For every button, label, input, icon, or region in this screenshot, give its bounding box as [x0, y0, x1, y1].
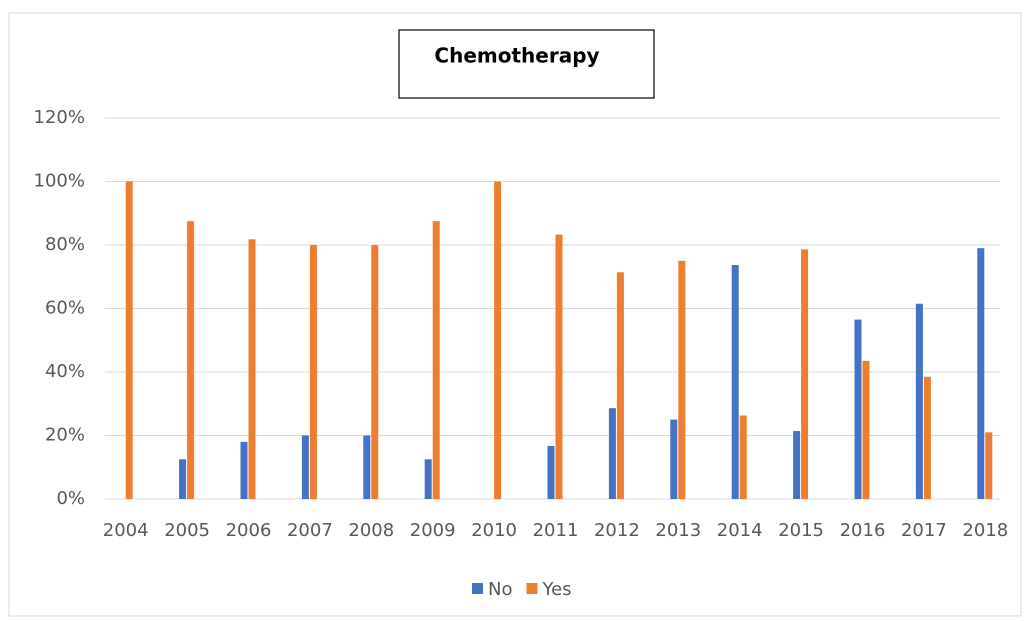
- bar: [301, 435, 309, 499]
- x-tick-label: 2013: [655, 520, 701, 541]
- bar: [187, 221, 195, 499]
- y-tick-label: 120%: [34, 107, 85, 128]
- bar: [309, 245, 317, 499]
- bar: [616, 272, 624, 499]
- x-tick-label: 2004: [103, 520, 149, 541]
- bar: [793, 431, 801, 499]
- x-tick-label: 2008: [348, 520, 394, 541]
- bar: [432, 221, 440, 499]
- bar: [494, 181, 502, 499]
- y-tick-label: 20%: [45, 425, 85, 446]
- bar: [862, 360, 870, 499]
- bar: [977, 248, 985, 499]
- y-tick-label: 80%: [45, 234, 85, 255]
- bar: [371, 245, 379, 499]
- legend-label: Yes: [541, 579, 571, 600]
- x-tick-label: 2010: [471, 520, 517, 541]
- x-tick-label: 2016: [840, 520, 886, 541]
- bar: [424, 459, 432, 499]
- bar: [555, 234, 563, 499]
- bar: [739, 415, 747, 499]
- bar: [608, 408, 616, 499]
- bar: [801, 249, 809, 499]
- y-tick-label: 60%: [45, 298, 85, 319]
- x-tick-label: 2017: [901, 520, 947, 541]
- x-tick-label: 2015: [778, 520, 824, 541]
- bar: [125, 181, 133, 499]
- bar: [179, 459, 187, 499]
- y-tick-label: 100%: [34, 171, 85, 192]
- x-tick-label: 2012: [594, 520, 640, 541]
- bar: [670, 419, 678, 499]
- legend-label: No: [488, 579, 512, 600]
- title-box: [398, 29, 655, 99]
- bar: [363, 435, 371, 499]
- x-tick-label: 2018: [962, 520, 1008, 541]
- x-tick-label: 2005: [164, 520, 210, 541]
- bar: [547, 445, 555, 499]
- legend-swatch: [472, 583, 483, 594]
- chart-border: [8, 12, 1022, 617]
- legend-swatch: [526, 583, 538, 594]
- x-tick-label: 2006: [226, 520, 272, 541]
- bar: [854, 319, 862, 499]
- chart-title: Chemotherapy: [434, 44, 599, 68]
- bar: [985, 432, 993, 499]
- bar: [248, 239, 256, 499]
- bar: [678, 260, 686, 499]
- x-tick-label: 2014: [717, 520, 763, 541]
- y-tick-label: 40%: [45, 361, 85, 382]
- x-tick-label: 2007: [287, 520, 333, 541]
- bar: [915, 303, 923, 499]
- x-tick-label: 2011: [533, 520, 579, 541]
- bar: [731, 265, 739, 499]
- y-tick-label: 0%: [56, 488, 85, 509]
- x-tick-label: 2009: [410, 520, 456, 541]
- bar: [923, 376, 931, 499]
- bar: [240, 441, 248, 499]
